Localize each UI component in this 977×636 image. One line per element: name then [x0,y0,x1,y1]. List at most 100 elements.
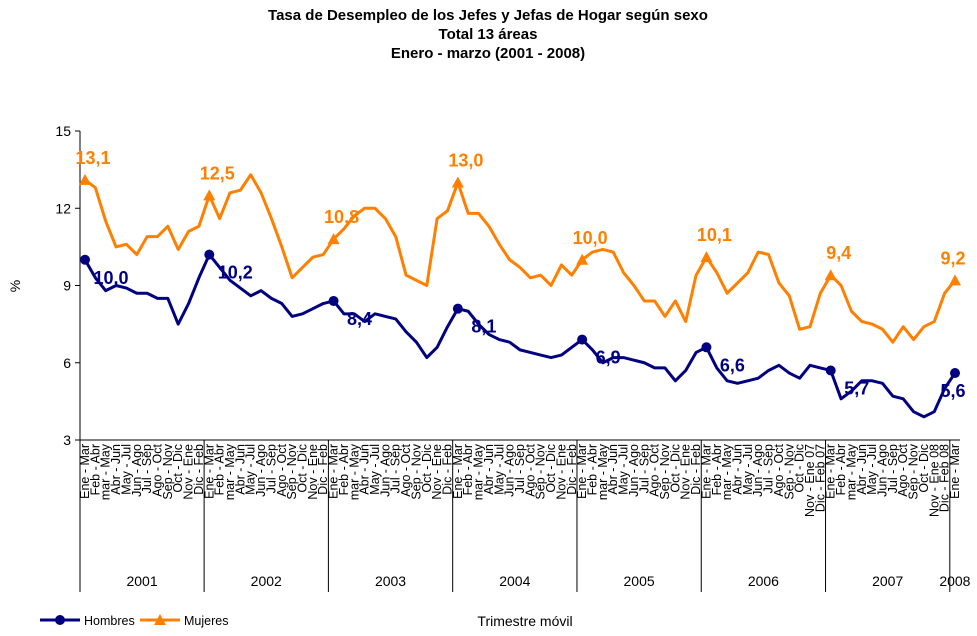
x-tick-label: Nov - Ene [554,444,568,500]
x-tick-label: Sep - Nov [658,443,672,499]
x-tick-label: Dic - Feb [441,444,455,495]
x-tick-label: Abr - Jun [482,444,496,495]
x-tick-label: Jun - Ago [378,444,392,497]
x-tick-label: Sep - Nov [161,443,175,499]
x-tick-label: Ago - Oct [151,443,165,496]
data-label: 6,6 [720,355,745,375]
x-tick-label: Ene - Mar [327,444,341,499]
data-label: 10,0 [573,228,608,248]
data-label: 5,6 [940,381,965,401]
x-tick-label: May - Jul [741,444,755,495]
x-tick-label: Jul - Sep [637,444,651,493]
x-tick-label: Abr - Jun [109,444,123,495]
x-tick-label: Jul - Sep [762,444,776,493]
x-tick-label: Abr - Jun [358,444,372,495]
x-tick-label: Nov - Ene [306,444,320,500]
y-tick-label: 12 [55,200,71,216]
x-tick-label: Oct - Dic [793,444,807,493]
x-tick-label: Jul - Sep [513,444,527,493]
x-group-label: 2006 [748,573,779,589]
x-tick-label: mar - May [472,443,486,500]
x-tick-label: Jul - Sep [886,444,900,493]
x-group-label: 2002 [251,573,282,589]
legend-marker [154,614,166,625]
x-tick-label: mar - May [223,443,237,500]
y-axis-title: % [7,280,23,292]
x-axis-title: Trimestre móvil [477,613,572,629]
chart-title: Tasa de Desempleo de los Jefes y Jefas d… [268,7,708,24]
marker [79,173,91,185]
x-tick-label: Dic - Feb [689,444,703,495]
x-group-label: 2007 [872,573,903,589]
x-tick-label: May - Jul [865,444,879,495]
x-tick-label: Feb - Abr [213,444,227,495]
x-tick-label: Oct - Dic [420,444,434,493]
x-tick-label: Oct - Dic [296,444,310,493]
data-label: 10,0 [93,268,128,288]
x-tick-label: May - Jul [492,444,506,495]
marker [701,342,712,353]
marker [452,303,463,314]
x-tick-label: Abr - Jun [855,444,869,495]
data-label: 10,8 [324,207,359,227]
marker [949,274,961,286]
legend-label: Hombres [84,614,135,628]
x-tick-label: Jun - Ago [627,444,641,497]
marker [950,368,960,379]
line [83,253,957,419]
x-tick-label: Ago - Oct [648,443,662,496]
x-tick-label: Abr - Jun [606,444,620,495]
x-tick-label: Ago - Oct [523,443,537,496]
x-tick-label: Ene - Mar [78,444,92,499]
x-tick-label: Sep - Nov [907,443,921,499]
x-tick-label: Jun - Ago [254,444,268,497]
x-tick-label: mar - May [347,443,361,500]
data-label: 12,5 [200,163,235,183]
x-tick-label: Oct - Dic [917,444,931,493]
x-tick-label: Dic - Feb 08 [938,444,952,512]
x-tick-label: Nov - Ene 08 [927,444,941,517]
marker [327,233,340,245]
x-tick-label: Jun - Ago [503,444,517,497]
chart-subtitle: Enero - marzo (2001 - 2008) [391,45,585,62]
x-group-label: 2008 [939,573,970,589]
x-tick-label: Feb - Abr [337,444,351,495]
data-label: 13,1 [75,148,110,168]
marker [451,176,464,188]
x-tick-label: Oct - Dic [668,444,682,493]
y-tick-label: 3 [63,432,71,448]
data-label: 6,9 [596,348,621,368]
marker [824,269,837,281]
x-tick-label: Ene - Mar [699,444,713,499]
x-tick-label: Feb - Abr [586,444,600,495]
marker [576,253,589,265]
data-label: 13,0 [448,151,483,171]
x-tick-label: Nov - Ene [679,444,693,500]
legend-label: Mujeres [184,614,228,628]
x-tick-label: Feb - Abr [710,444,724,495]
x-tick-label: May - Jul [244,444,258,495]
x-tick-label: mar - May [720,443,734,500]
marker [328,295,339,306]
x-tick-label: Jul - Sep [264,444,278,493]
x-tick-label: Nov - Ene [182,444,196,500]
x-tick-label: Nov - Ene 07 [803,444,817,517]
x-tick-label: Ene - Mar [575,444,589,499]
marker [80,254,90,265]
x-tick-label: May - Jul [617,444,631,495]
marker [700,251,713,263]
marker [203,189,216,201]
x-group-label: 2005 [624,573,655,589]
x-tick-label: Sep - Nov [782,443,796,499]
x-tick-label: Jul - Sep [389,444,403,493]
data-label: 8,1 [471,317,496,337]
marker [825,365,836,376]
data-label: 9,2 [940,248,965,268]
x-tick-label: Jul - Sep [140,444,154,493]
data-label: 10,1 [697,225,732,245]
x-tick-label: Jun - Ago [751,444,765,497]
legend-marker [55,615,65,625]
x-tick-label: Feb - Abr [88,444,102,495]
x-group-label: 2004 [499,573,530,589]
x-tick-label: Sep - Nov [534,443,548,499]
